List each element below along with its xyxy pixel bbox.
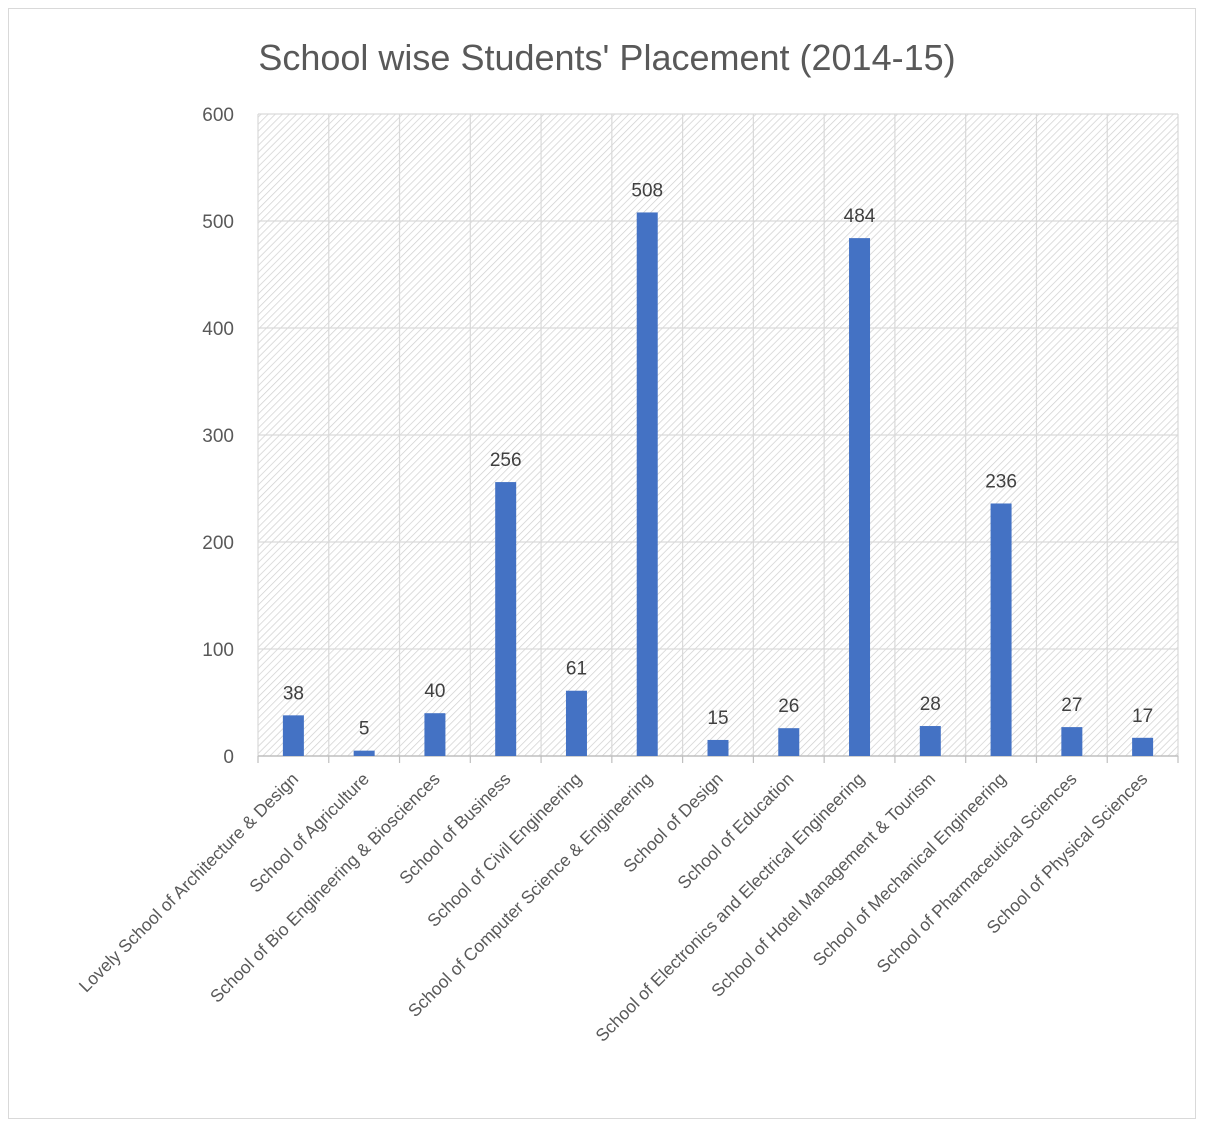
bar — [707, 739, 729, 756]
data-label: 5 — [359, 719, 370, 740]
data-label: 256 — [490, 450, 522, 471]
y-tick-label: 600 — [202, 105, 234, 126]
bar — [849, 238, 871, 756]
chart-title: School wise Students' Placement (2014-15… — [258, 37, 955, 78]
data-label: 508 — [631, 180, 663, 201]
bar — [424, 713, 446, 756]
y-tick-label: 100 — [202, 640, 234, 661]
bars — [282, 212, 1154, 756]
bar — [565, 690, 587, 756]
x-tick-label: School of Agriculture — [245, 769, 373, 897]
data-label: 26 — [778, 696, 799, 717]
data-label: 27 — [1061, 695, 1082, 716]
y-tick-label: 300 — [202, 426, 234, 447]
bar — [636, 212, 658, 756]
y-tick-label: 200 — [202, 533, 234, 554]
data-label: 484 — [844, 206, 876, 227]
bar — [990, 503, 1012, 756]
bar — [282, 715, 304, 756]
data-label: 40 — [424, 681, 445, 702]
data-label: 28 — [920, 694, 941, 715]
x-tick-label: School of Computer Science & Engineering — [404, 769, 656, 1021]
x-tick-label: School of Education — [673, 769, 797, 893]
gridlines — [257, 113, 1179, 756]
data-label: 15 — [707, 708, 728, 729]
y-tick-label: 0 — [223, 747, 234, 768]
x-tick-label: School of Electronics and Electrical Eng… — [591, 769, 868, 1046]
data-label: 38 — [283, 683, 304, 704]
bar — [353, 750, 375, 756]
data-label: 236 — [985, 471, 1017, 492]
data-label: 61 — [566, 659, 587, 680]
data-label: 17 — [1132, 706, 1153, 727]
bar — [1132, 737, 1154, 756]
bar — [495, 482, 517, 756]
bar — [919, 726, 941, 756]
y-tick-label: 500 — [202, 212, 234, 233]
y-tick-label: 400 — [202, 319, 234, 340]
bar — [1061, 727, 1083, 756]
bar — [778, 728, 800, 756]
